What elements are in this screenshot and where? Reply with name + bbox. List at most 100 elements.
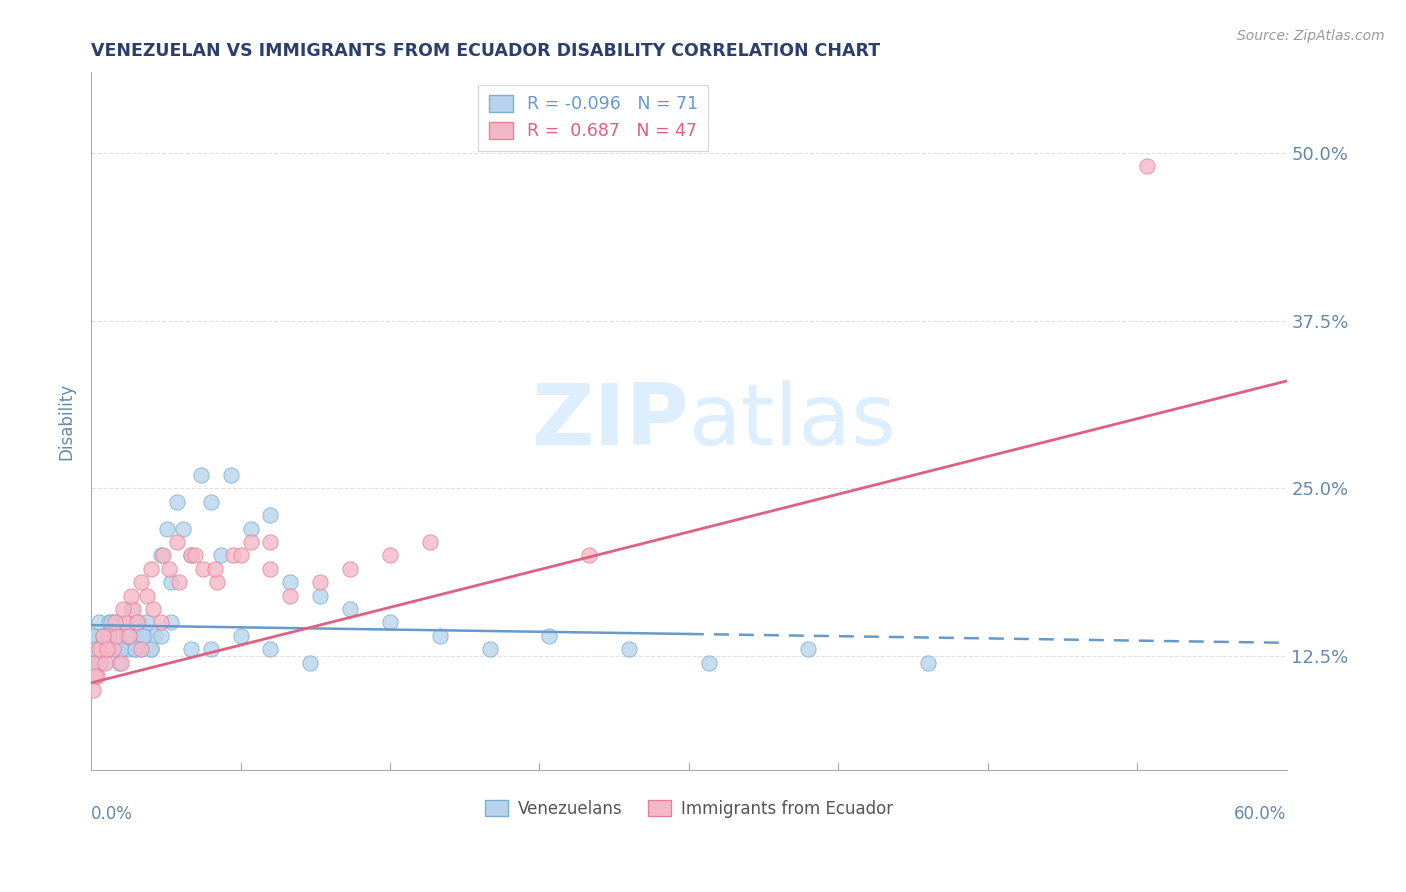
Point [309,589,332,603]
Point [120,602,142,616]
Point [118,629,141,643]
Point [156,522,179,536]
Point [139,642,162,657]
Point [136,589,159,603]
Point [134,629,156,643]
Point [157,562,180,576]
Point [172,522,194,536]
Point [259,562,281,576]
Point [105,642,128,657]
Point [419,535,441,549]
Text: VENEZUELAN VS IMMIGRANTS FROM ECUADOR DISABILITY CORRELATION CHART: VENEZUELAN VS IMMIGRANTS FROM ECUADOR DI… [91,42,880,60]
Point [378,615,401,630]
Point [129,575,152,590]
Point [538,629,561,643]
Point [160,615,183,630]
Point [200,494,222,508]
Text: 0.0%: 0.0% [91,805,134,823]
Point [280,589,302,603]
Point [104,615,127,630]
Point [180,642,202,657]
Point [94,642,117,657]
Point [122,602,145,616]
Text: ZIP: ZIP [531,380,689,463]
Point [84,669,107,683]
Point [797,642,820,657]
Point [104,615,127,630]
Point [204,562,226,576]
Point [180,549,202,563]
Point [239,535,262,549]
Point [112,602,135,616]
Point [125,615,148,630]
Point [91,629,114,643]
Point [98,615,121,630]
Point [309,575,332,590]
Point [429,629,451,643]
Point [142,602,165,616]
Point [697,656,720,670]
Point [128,615,150,630]
Y-axis label: Disability: Disability [58,383,75,459]
Point [219,467,242,482]
Point [84,629,107,643]
Point [94,656,117,670]
Point [200,642,222,657]
Point [114,615,136,630]
Point [129,642,152,657]
Point [91,629,114,643]
Point [84,656,107,670]
Point [478,642,501,657]
Point [87,656,110,670]
Point [139,642,162,657]
Point [190,467,212,482]
Point [82,682,104,697]
Point [120,589,142,603]
Point [132,629,155,643]
Point [104,629,127,643]
Point [112,642,135,657]
Point [110,656,132,670]
Point [101,642,124,657]
Point [91,629,114,643]
Point [124,642,146,657]
Point [221,549,243,563]
Point [160,575,183,590]
Point [617,642,640,657]
Point [149,549,172,563]
Point [118,642,141,657]
Point [100,615,122,630]
Point [180,549,202,563]
Point [96,629,118,643]
Point [82,629,104,643]
Point [100,642,122,657]
Text: Source: ZipAtlas.com: Source: ZipAtlas.com [1237,29,1385,43]
Point [96,642,118,657]
Point [124,642,146,657]
Point [339,602,361,616]
Point [378,549,401,563]
Point [229,549,252,563]
Point [87,615,110,630]
Point [122,629,145,643]
Point [86,642,108,657]
Point [90,656,112,670]
Point [110,642,132,657]
Point [98,629,121,643]
Point [96,642,118,657]
Point [259,535,281,549]
Point [578,549,600,563]
Point [114,615,136,630]
Point [143,629,166,643]
Point [152,549,174,563]
Point [184,549,207,563]
Point [1136,159,1159,173]
Point [149,629,172,643]
Text: 60.0%: 60.0% [1234,805,1286,823]
Point [110,629,132,643]
Point [209,549,232,563]
Point [125,629,148,643]
Point [108,656,131,670]
Point [167,575,190,590]
Point [917,656,939,670]
